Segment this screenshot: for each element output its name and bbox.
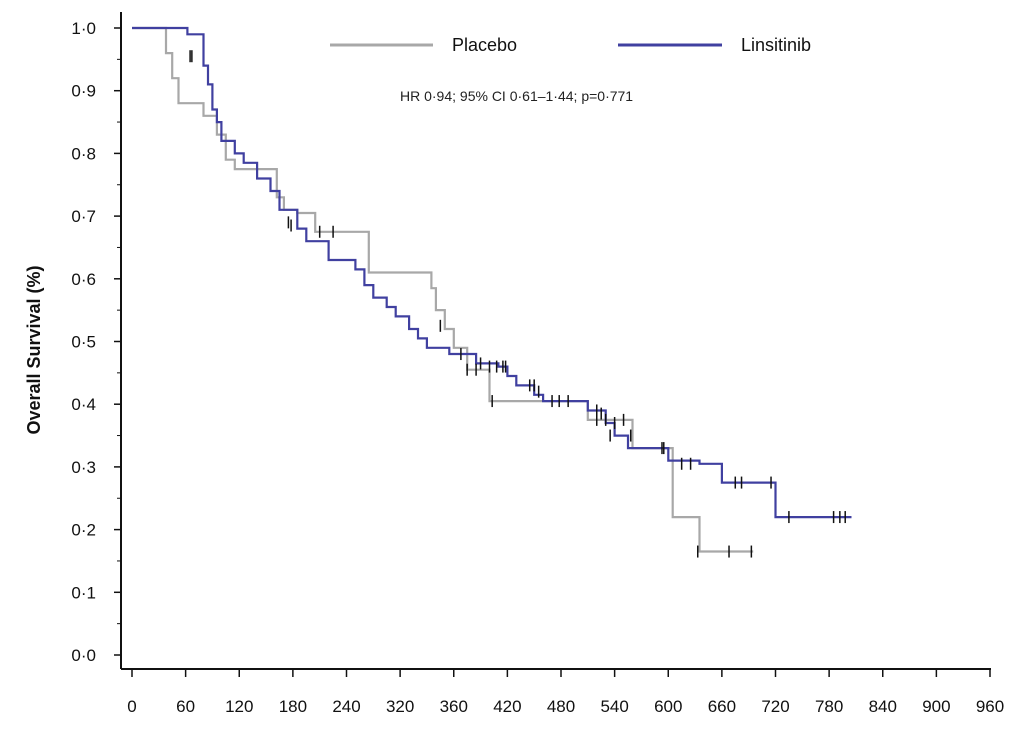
x-tick-label: 600 — [654, 697, 682, 716]
legend: Placebo Linsitinib — [330, 35, 811, 55]
x-tick-label: 360 — [440, 697, 468, 716]
y-tick-label: 0·6 — [71, 270, 96, 289]
hazard-ratio-annotation: HR 0·94; 95% CI 0·61–1·44; p=0·771 — [400, 88, 633, 104]
y-tick-label: 0·7 — [71, 207, 96, 226]
x-tick-label: 120 — [225, 697, 253, 716]
y-tick-label: 0·1 — [71, 583, 96, 602]
x-tick-label: 60 — [176, 697, 195, 716]
series-line-placebo — [132, 26, 754, 553]
series-lines — [132, 26, 852, 553]
legend-label-placebo: Placebo — [452, 35, 517, 55]
y-tick-label: 0·5 — [71, 333, 96, 352]
x-tick-label: 660 — [708, 697, 736, 716]
y-tick-label: 0·0 — [71, 646, 96, 665]
legend-label-linsitinib: Linsitinib — [741, 35, 811, 55]
x-tick-label: 180 — [279, 697, 307, 716]
series-line-linsitinib — [132, 26, 852, 519]
y-tick-label: 1·0 — [71, 19, 96, 38]
y-axis-label: Overall Survival (%) — [24, 265, 44, 434]
y-axis: 0·0 0·1 0·2 0·3 0·4 0·5 0·6 0·7 0·8 0·9 1·0 — [71, 12, 122, 669]
x-tick-label: 320 — [386, 697, 414, 716]
x-tick-label: 720 — [761, 697, 789, 716]
y-tick-label: 0·4 — [71, 395, 96, 414]
x-tick-label: 540 — [600, 697, 628, 716]
x-tick-label: 0 — [127, 697, 136, 716]
x-tick-label: 900 — [922, 697, 950, 716]
x-tick-label: 240 — [332, 697, 360, 716]
censor-marks — [189, 50, 846, 558]
x-tick-label: 840 — [869, 697, 897, 716]
y-tick-label: 0·9 — [71, 82, 96, 101]
x-tick-label: 960 — [976, 697, 1004, 716]
y-tick-label: 0·2 — [71, 521, 96, 540]
x-axis: 0 60 120 180 240 320 360 420 480 540 600 660 720 780 8… — [121, 668, 1004, 716]
x-tick-label: 420 — [493, 697, 521, 716]
y-tick-label: 0·8 — [71, 144, 96, 163]
y-tick-label: 0·3 — [71, 458, 96, 477]
x-tick-label: 780 — [815, 697, 843, 716]
x-tick-label: 480 — [547, 697, 575, 716]
